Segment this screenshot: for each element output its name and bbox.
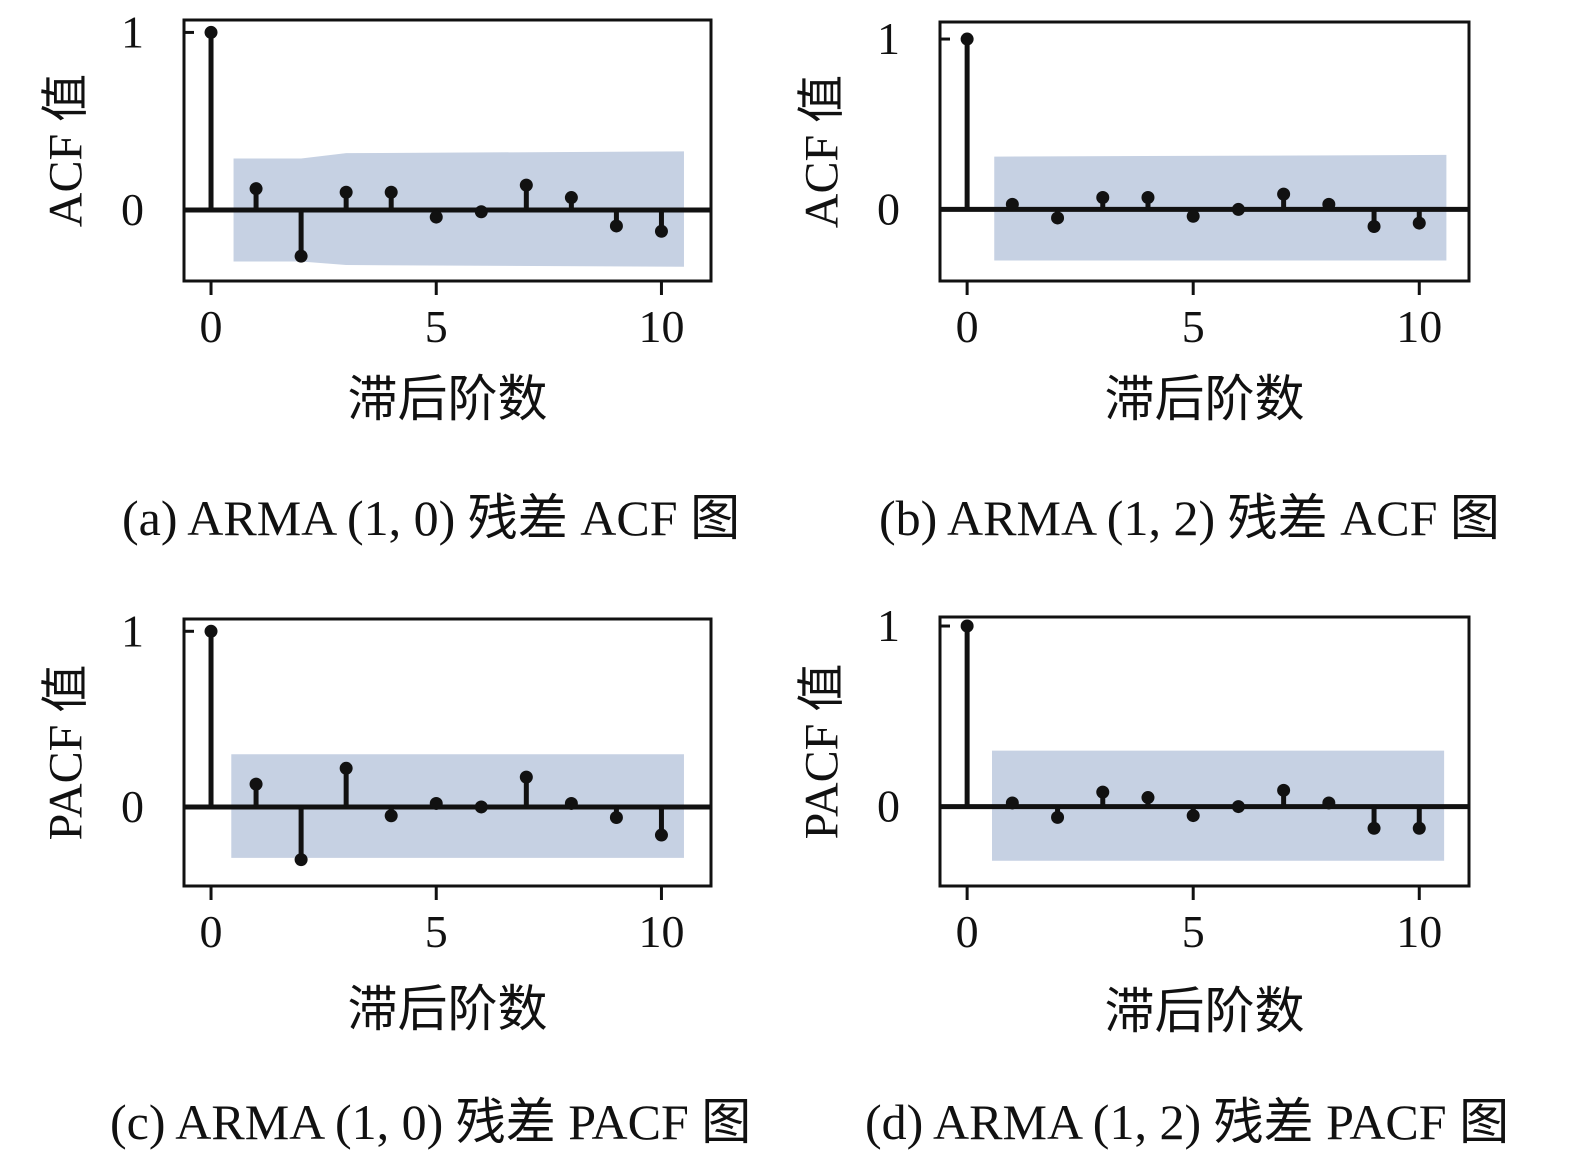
x-tick-label: 5 bbox=[1182, 906, 1205, 957]
marker-lag-8 bbox=[564, 191, 578, 205]
y-tick-label: 1 bbox=[121, 605, 144, 656]
marker-lag-3 bbox=[1096, 785, 1110, 799]
marker-lag-1 bbox=[249, 777, 263, 791]
marker-lag-6 bbox=[474, 800, 488, 814]
y-tick-label: 0 bbox=[877, 183, 900, 234]
x-axis-label: 滞后阶数 bbox=[348, 371, 548, 427]
x-axis-label: 滞后阶数 bbox=[1105, 983, 1305, 1039]
marker-lag-0 bbox=[960, 32, 974, 46]
marker-lag-3 bbox=[1096, 191, 1110, 205]
plot-frame bbox=[938, 615, 1471, 888]
marker-lag-5 bbox=[429, 210, 443, 224]
marker-lag-10 bbox=[1412, 821, 1426, 835]
y-tick-label: 1 bbox=[877, 13, 900, 64]
marker-lag-2 bbox=[1051, 810, 1065, 824]
marker-lag-5 bbox=[1186, 809, 1200, 823]
marker-lag-5 bbox=[429, 796, 443, 810]
marker-lag-8 bbox=[564, 796, 578, 810]
marker-lag-4 bbox=[1141, 791, 1155, 805]
marker-lag-4 bbox=[1141, 191, 1155, 205]
panel-c: 0 5 10 1 0 滞后阶数 PACF 值 (c) ARMA (1, 0) 残差 PACF… bbox=[0, 577, 787, 1154]
x-axis-label: 滞后阶数 bbox=[1105, 371, 1305, 427]
y-axis-label: ACF 值 bbox=[796, 75, 849, 228]
marker-lag-8 bbox=[1322, 796, 1336, 810]
panel-a: 0 5 10 1 0 滞后阶数 ACF 值 (a) ARMA (1, 0) 残差 ACF 图 bbox=[0, 0, 787, 577]
marker-lag-9 bbox=[609, 810, 623, 824]
marker-lag-0 bbox=[960, 619, 974, 633]
x-tick-label: 5 bbox=[425, 906, 448, 957]
y-axis-label: PACF 值 bbox=[796, 664, 849, 840]
marker-lag-10 bbox=[1412, 216, 1426, 230]
x-tick-label: 10 bbox=[638, 301, 684, 352]
marker-lag-7 bbox=[519, 770, 533, 784]
x-tick-label: 10 bbox=[1396, 301, 1442, 352]
marker-lag-1 bbox=[249, 182, 263, 196]
y-axis-label: PACF 值 bbox=[40, 665, 93, 841]
marker-lag-4 bbox=[384, 809, 398, 823]
marker-lag-9 bbox=[1367, 219, 1381, 233]
marker-lag-7 bbox=[519, 178, 533, 192]
plot-frame bbox=[182, 617, 713, 888]
marker-lag-9 bbox=[609, 219, 623, 233]
marker-lag-10 bbox=[654, 224, 668, 238]
plot-frame bbox=[938, 20, 1471, 283]
marker-lag-0 bbox=[204, 25, 218, 39]
marker-lag-6 bbox=[1231, 202, 1245, 216]
y-tick-label: 0 bbox=[121, 184, 144, 235]
marker-lag-4 bbox=[384, 185, 398, 199]
caption-c: (c) ARMA (1, 0) 残差 PACF 图 bbox=[110, 1094, 752, 1150]
marker-lag-6 bbox=[474, 205, 488, 219]
marker-lag-0 bbox=[204, 624, 218, 638]
marker-lag-2 bbox=[1051, 211, 1065, 225]
marker-lag-8 bbox=[1322, 197, 1336, 211]
y-axis-label: ACF 值 bbox=[40, 74, 93, 227]
x-axis-label: 滞后阶数 bbox=[348, 981, 548, 1037]
marker-lag-7 bbox=[1277, 187, 1291, 201]
marker-lag-5 bbox=[1186, 209, 1200, 223]
x-tick-label: 0 bbox=[200, 906, 223, 957]
marker-lag-3 bbox=[339, 185, 353, 199]
y-tick-label: 1 bbox=[877, 600, 900, 651]
marker-lag-10 bbox=[654, 828, 668, 842]
y-tick-label: 0 bbox=[877, 781, 900, 832]
marker-lag-2 bbox=[294, 853, 308, 867]
x-tick-label: 0 bbox=[956, 906, 979, 957]
caption-d: (d) ARMA (1, 2) 残差 PACF 图 bbox=[865, 1094, 1510, 1150]
panel-d: 0 5 10 1 0 滞后阶数 PACF 值 (d) ARMA (1, 2) 残差 PACF… bbox=[787, 577, 1574, 1154]
y-tick-label: 0 bbox=[121, 781, 144, 832]
x-tick-label: 10 bbox=[1396, 906, 1442, 957]
y-tick-label: 1 bbox=[121, 6, 144, 57]
marker-lag-7 bbox=[1277, 783, 1291, 797]
marker-lag-6 bbox=[1231, 800, 1245, 814]
marker-lag-2 bbox=[294, 249, 308, 263]
marker-lag-3 bbox=[339, 761, 353, 775]
x-tick-label: 10 bbox=[638, 906, 684, 957]
panel-b: 0 5 10 1 0 滞后阶数 ACF 值 (b) ARMA (1, 2) 残差 ACF 图 bbox=[787, 0, 1574, 577]
x-tick-label: 5 bbox=[1182, 301, 1205, 352]
marker-lag-1 bbox=[1005, 197, 1019, 211]
x-tick-label: 5 bbox=[425, 301, 448, 352]
plot-frame bbox=[182, 18, 713, 283]
caption-a: (a) ARMA (1, 0) 残差 ACF 图 bbox=[122, 490, 741, 546]
marker-lag-1 bbox=[1005, 796, 1019, 810]
x-tick-label: 0 bbox=[200, 301, 223, 352]
caption-b: (b) ARMA (1, 2) 残差 ACF 图 bbox=[879, 490, 1500, 546]
x-tick-label: 0 bbox=[956, 301, 979, 352]
marker-lag-9 bbox=[1367, 821, 1381, 835]
